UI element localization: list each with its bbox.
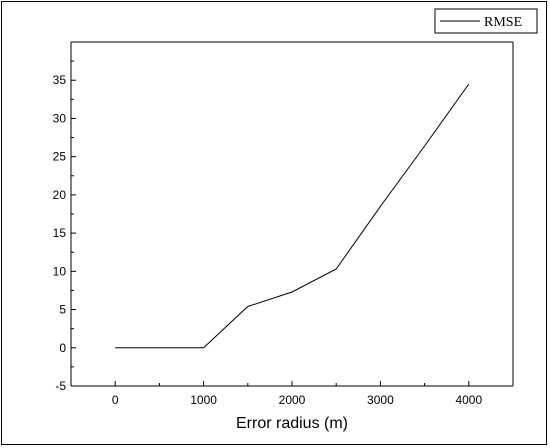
axes-layer — [70, 41, 514, 387]
y-tick-label: 10 — [53, 264, 67, 278]
x-axis-title: Error radius (m) — [236, 415, 348, 432]
y-tick-label: 35 — [53, 73, 67, 87]
y-tick-label: 20 — [53, 188, 67, 202]
series-layer — [115, 83, 470, 349]
legend: RMSE — [434, 8, 538, 34]
ticks-layer: -5 0 5 10 15 20 25 30 35 0 1000 2000 3000 4000 — [53, 60, 482, 407]
y-tick-label: -5 — [55, 379, 66, 393]
y-tick-label: 30 — [53, 111, 67, 125]
y-tick-label: 15 — [53, 226, 67, 240]
x-tick-label: 4000 — [455, 393, 482, 407]
y-tick-label: 5 — [59, 303, 66, 317]
y-tick-label: 25 — [53, 150, 67, 164]
x-tick-label: 3000 — [367, 393, 394, 407]
series-line-rmse — [115, 83, 470, 349]
y-tick-label: 0 — [59, 341, 66, 355]
legend-label-rmse: RMSE — [484, 15, 522, 30]
x-tick-label: 0 — [112, 393, 119, 407]
x-tick-label: 2000 — [279, 393, 306, 407]
x-tick-label: 1000 — [190, 393, 217, 407]
plot-area: -5 0 5 10 15 20 25 30 35 0 1000 2000 3000 4000 — [53, 41, 514, 407]
